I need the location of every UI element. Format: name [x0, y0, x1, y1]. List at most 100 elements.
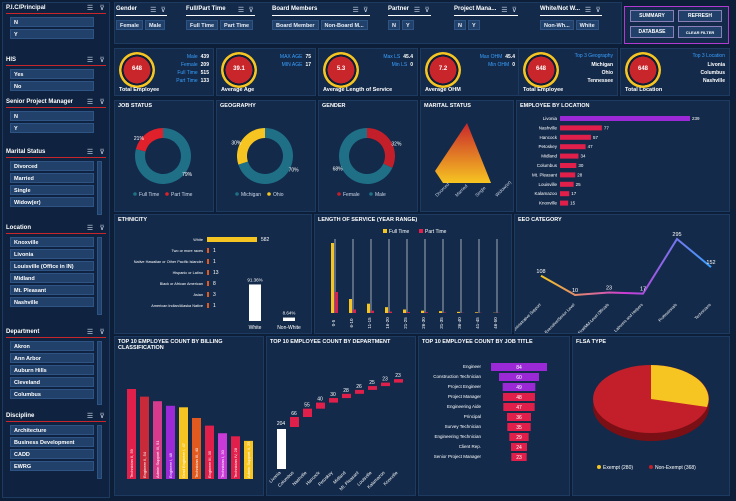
slicer-item[interactable]: Mt. Pleasant: [10, 285, 94, 295]
clear-filter-icon[interactable]: ⊽: [99, 149, 105, 156]
slicer-item[interactable]: Single: [10, 185, 94, 195]
slice-label: 68%: [333, 166, 344, 172]
legend-label: Non-Exempt (368): [655, 465, 696, 471]
filter-option[interactable]: Y: [467, 20, 480, 30]
kpi-gauge: 39.1: [221, 52, 257, 88]
multi-select-icon[interactable]: ☰: [237, 7, 245, 14]
bar-label: 47: [516, 405, 522, 411]
slicer-item[interactable]: Columbus: [10, 389, 94, 399]
multi-select-icon[interactable]: ☰: [86, 99, 94, 106]
slicer-item[interactable]: Divorced: [10, 161, 94, 171]
filter-option[interactable]: Part Time: [220, 20, 254, 30]
clear-filter-icon[interactable]: ⊽: [363, 7, 369, 14]
filter-option[interactable]: White: [575, 20, 599, 30]
clear-filter-icon[interactable]: ⊽: [99, 329, 105, 336]
axis-label: 36-40: [457, 317, 462, 329]
slicer-item[interactable]: Y: [10, 29, 94, 39]
slicer-item[interactable]: Yes: [10, 69, 94, 79]
axis-label: First/Mid-Level Officials: [577, 302, 610, 333]
bar-category: Engineering Aide: [447, 404, 482, 409]
bar: [502, 383, 536, 391]
slicer-item[interactable]: Architecture: [10, 425, 94, 435]
slicer-item[interactable]: Louisville (Office in IN): [10, 261, 94, 271]
slicer-item[interactable]: N: [10, 111, 94, 121]
multi-select-icon[interactable]: ☰: [150, 7, 157, 14]
scrollbar[interactable]: [97, 161, 102, 215]
slicer-item[interactable]: Ann Arbor: [10, 353, 94, 363]
slicer-item[interactable]: Akron: [10, 341, 94, 351]
filter-title: Partner: [388, 6, 410, 12]
clear-filter-icon[interactable]: ⊽: [248, 7, 254, 14]
filter-option[interactable]: Full Time: [186, 20, 219, 30]
multi-select-icon[interactable]: ☰: [86, 149, 94, 156]
scrollbar[interactable]: [97, 237, 102, 315]
filter-option[interactable]: Y: [401, 20, 414, 30]
bar-label: 77: [604, 125, 610, 130]
clear-filter-icon[interactable]: ⊽: [511, 7, 517, 14]
multi-select-icon[interactable]: ☰: [352, 7, 359, 14]
slicer-item[interactable]: Auburn Hills: [10, 365, 94, 375]
filter-option[interactable]: Male: [144, 20, 166, 30]
bar: [560, 144, 586, 150]
scrollbar[interactable]: [97, 425, 102, 479]
multi-select-icon[interactable]: ☰: [413, 7, 421, 14]
slicer-item[interactable]: EWRG: [10, 461, 94, 471]
bar-label: Engineer I, 48: [168, 452, 173, 478]
clear-filter-icon[interactable]: ⊽: [424, 7, 430, 14]
slicer-item[interactable]: Y: [10, 123, 94, 133]
slicer-item[interactable]: Business Development: [10, 437, 94, 447]
clear-filter-icon[interactable]: ⊽: [99, 5, 105, 12]
multi-select-icon[interactable]: ☰: [86, 57, 94, 64]
clear-filter-button[interactable]: CLEAR FILTER: [678, 26, 722, 38]
axis-label: 41-45: [475, 317, 480, 329]
scrollbar[interactable]: [97, 341, 102, 405]
bar-label: Technician IV, 28: [233, 447, 238, 478]
clear-filter-icon[interactable]: ⊽: [595, 7, 601, 14]
filter-option[interactable]: Female: [116, 20, 143, 30]
slicer-item[interactable]: Cleveland: [10, 377, 94, 387]
filter-option[interactable]: N: [454, 20, 466, 30]
multi-select-icon[interactable]: ☰: [86, 225, 94, 232]
kpi-value: 7.2: [438, 66, 448, 72]
slicer-location: Location ☰ ⊽ Knoxville Livonia Louisville (Of…: [6, 224, 106, 318]
filter-option[interactable]: Board Member: [272, 20, 319, 30]
slicer-item[interactable]: Widow(er): [10, 197, 94, 207]
slicer-item[interactable]: N: [10, 17, 94, 27]
slicer-item[interactable]: No: [10, 81, 94, 91]
clear-filter-icon[interactable]: ⊽: [99, 225, 105, 232]
slicer-item[interactable]: Midland: [10, 273, 94, 283]
multi-select-icon[interactable]: ☰: [86, 5, 94, 12]
multi-select-icon[interactable]: ☰: [501, 7, 508, 14]
bar: [329, 398, 338, 403]
bar: [511, 443, 527, 451]
slicer-header: P.I.C/Principal ☰ ⊽: [6, 4, 106, 14]
database-button[interactable]: DATABASE: [630, 26, 674, 38]
kpi-stats: Male 439 Female 209 Full Time 515 Part Time 133: [176, 53, 209, 85]
kpi-stat-value: 515: [200, 70, 209, 76]
multi-select-icon[interactable]: ☰: [584, 7, 592, 14]
kpi-stats: Top 3 Location Livonia Columbus Nashville: [692, 53, 725, 85]
bar: [277, 429, 286, 469]
slicer-item[interactable]: Livonia: [10, 249, 94, 259]
slicer-item[interactable]: Married: [10, 173, 94, 183]
panel-title: ETHNICITY: [118, 217, 148, 223]
slicer-item[interactable]: Knoxville: [10, 237, 94, 247]
bar-label: 23: [516, 455, 522, 461]
summary-button[interactable]: SUMMARY: [630, 10, 674, 22]
filter-option[interactable]: N: [388, 20, 400, 30]
kpi-stats: Max LS 45.4 Min LS 0: [383, 53, 413, 69]
filter-option[interactable]: Non-Wh...: [540, 20, 574, 30]
clear-filter-icon[interactable]: ⊽: [99, 57, 105, 64]
slicer-item[interactable]: Nashville: [10, 297, 94, 307]
refresh-button[interactable]: REFRESH: [678, 10, 722, 22]
slicer-item[interactable]: CADD: [10, 449, 94, 459]
filter-option[interactable]: Non-Board M...: [320, 20, 368, 30]
multi-select-icon[interactable]: ☰: [86, 413, 94, 420]
axis-label: 11-15: [367, 317, 372, 329]
axis-label: 16-20: [385, 317, 390, 329]
clear-filter-icon[interactable]: ⊽: [99, 99, 105, 106]
multi-select-icon[interactable]: ☰: [86, 329, 94, 336]
clear-filter-icon[interactable]: ⊽: [99, 413, 105, 420]
clear-filter-icon[interactable]: ⊽: [160, 7, 166, 14]
